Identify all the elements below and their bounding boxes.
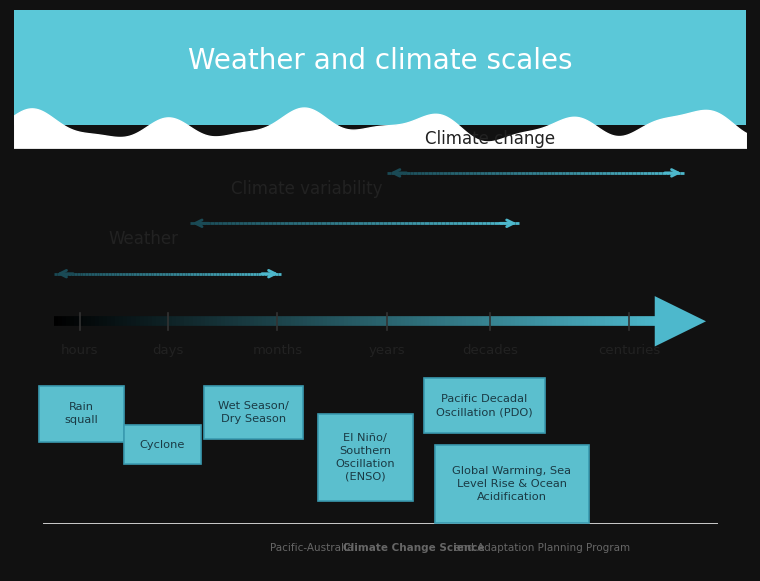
FancyBboxPatch shape	[124, 425, 201, 464]
Polygon shape	[654, 296, 706, 346]
Text: hours: hours	[61, 344, 98, 357]
FancyBboxPatch shape	[204, 386, 303, 439]
FancyBboxPatch shape	[424, 378, 545, 433]
FancyBboxPatch shape	[40, 386, 124, 442]
Text: decades: decades	[462, 344, 518, 357]
Text: Climate Change Science: Climate Change Science	[344, 543, 485, 553]
Text: Rain
squall: Rain squall	[65, 402, 98, 425]
Text: Weather: Weather	[109, 231, 179, 249]
FancyBboxPatch shape	[318, 414, 413, 500]
Bar	[14, 10, 746, 125]
Text: El Niño/
Southern
Oscillation
(ENSO): El Niño/ Southern Oscillation (ENSO)	[335, 433, 395, 481]
Text: Weather and climate scales: Weather and climate scales	[188, 47, 572, 75]
Text: years: years	[369, 344, 406, 357]
Text: Climate variability: Climate variability	[231, 180, 382, 198]
Text: and Adaptation Planning Program: and Adaptation Planning Program	[451, 543, 630, 553]
Text: Cyclone: Cyclone	[139, 439, 185, 450]
Text: centuries: centuries	[598, 344, 660, 357]
Text: Pacific-Australia: Pacific-Australia	[270, 543, 356, 553]
Text: Climate change: Climate change	[425, 130, 555, 148]
FancyBboxPatch shape	[435, 444, 589, 523]
Text: Wet Season/
Dry Season: Wet Season/ Dry Season	[218, 401, 289, 424]
Text: Pacific Decadal
Oscillation (PDO): Pacific Decadal Oscillation (PDO)	[436, 394, 533, 417]
Text: days: days	[152, 344, 183, 357]
Text: months: months	[252, 344, 302, 357]
Text: Global Warming, Sea
Level Rise & Ocean
Acidification: Global Warming, Sea Level Rise & Ocean A…	[452, 466, 572, 501]
